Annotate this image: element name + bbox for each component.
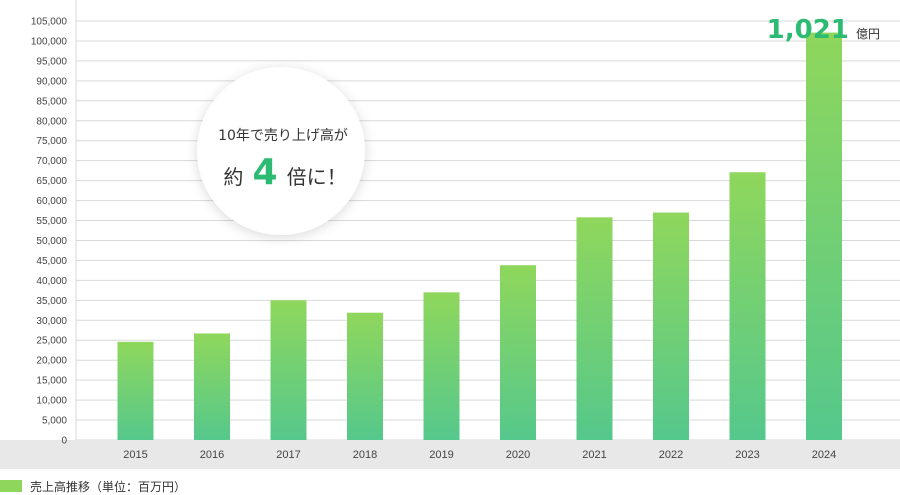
bar-2023 xyxy=(729,172,766,440)
callout-number: 4 xyxy=(252,152,277,193)
x-tick-label: 2017 xyxy=(276,449,300,461)
x-tick-label: 2024 xyxy=(812,449,836,461)
bar-2021 xyxy=(576,217,613,440)
x-tick-label: 2020 xyxy=(506,449,530,461)
x-tick-label: 2023 xyxy=(735,449,759,461)
y-tick-label: 95,000 xyxy=(36,56,67,67)
bar-2022 xyxy=(653,212,689,440)
y-tick-label: 60,000 xyxy=(36,196,67,207)
bar-2016 xyxy=(194,333,230,440)
x-tick-label: 2021 xyxy=(582,449,606,461)
y-axis-tick-labels: 0 5,000 10,000 15,000 20,000 25,000 30,000 35,0… xyxy=(31,17,68,447)
x-axis-band xyxy=(0,440,900,469)
x-tick-label: 2015 xyxy=(123,449,147,461)
x-tick-label: 2019 xyxy=(429,449,453,461)
x-tick-label: 2022 xyxy=(659,449,683,461)
y-tick-label: 55,000 xyxy=(36,216,67,227)
bar-2019 xyxy=(423,292,460,440)
callout-suffix: 倍に！ xyxy=(287,165,347,189)
callout-bubble: 10年で売り上げ高が 約 4 倍に！ xyxy=(197,67,365,235)
y-tick-label: 5,000 xyxy=(42,416,67,427)
bar-2017 xyxy=(270,300,307,440)
y-tick-label: 30,000 xyxy=(36,316,67,327)
bar-2018 xyxy=(347,312,383,440)
y-tick-label: 0 xyxy=(61,436,67,447)
max-value-annotation: 1,021 億円 xyxy=(767,15,880,45)
callout-line1: 10年で売り上げ高が xyxy=(218,127,348,144)
y-tick-label: 10,000 xyxy=(36,396,67,407)
y-tick-label: 20,000 xyxy=(36,356,67,367)
y-tick-label: 80,000 xyxy=(36,116,67,127)
y-tick-label: 100,000 xyxy=(31,36,68,47)
y-tick-label: 70,000 xyxy=(36,156,67,167)
max-value-unit: 億円 xyxy=(856,27,880,41)
bar-2020 xyxy=(500,265,536,440)
legend-label: 売上高推移（単位：百万円） xyxy=(30,479,187,494)
y-tick-label: 75,000 xyxy=(36,136,67,147)
y-tick-label: 25,000 xyxy=(36,336,67,347)
x-tick-label: 2018 xyxy=(353,449,377,461)
y-tick-label: 65,000 xyxy=(36,176,67,187)
legend-swatch xyxy=(0,480,22,492)
y-tick-label: 50,000 xyxy=(36,236,67,247)
y-tick-label: 90,000 xyxy=(36,76,67,87)
callout-prefix: 約 xyxy=(223,165,243,189)
legend: 売上高推移（単位：百万円） xyxy=(0,478,186,494)
y-tick-label: 45,000 xyxy=(36,256,67,267)
y-tick-label: 15,000 xyxy=(36,376,67,387)
x-tick-label: 2016 xyxy=(200,449,224,461)
y-tick-label: 35,000 xyxy=(36,296,67,307)
bars xyxy=(117,32,842,440)
callout-line2: 約 4 倍に！ xyxy=(223,152,346,193)
bar-2024 xyxy=(806,32,842,440)
y-tick-label: 40,000 xyxy=(36,276,67,287)
y-tick-label: 85,000 xyxy=(36,96,67,107)
x-axis-tick-labels: 2015 2016 2017 2018 2019 2020 2021 2022 2023 2024 xyxy=(123,449,836,461)
y-tick-label: 105,000 xyxy=(31,17,68,28)
bar-2015 xyxy=(117,341,154,440)
max-value-number: 1,021 xyxy=(767,15,849,45)
